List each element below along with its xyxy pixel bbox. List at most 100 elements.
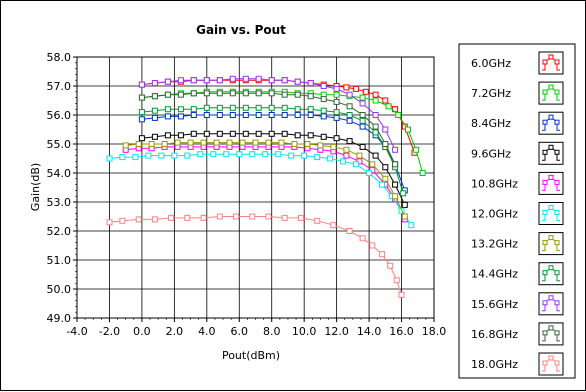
data-point — [216, 90, 223, 97]
y-axis-label: Gain(dB) — [29, 163, 42, 211]
data-point — [138, 109, 145, 116]
x-tick-label: -4.0 — [66, 325, 87, 338]
data-point — [242, 104, 249, 111]
data-point — [200, 214, 207, 221]
data-point — [252, 139, 259, 146]
data-point — [359, 123, 366, 130]
legend-marker — [542, 300, 548, 306]
data-point — [190, 106, 197, 113]
legend-marker — [542, 149, 548, 155]
data-point — [320, 96, 327, 103]
y-axis: 49.0 50.0 51.0 52.0 53.0 54.0 55.0 56.0 57.0 58.0 — [47, 51, 77, 325]
data-point — [265, 139, 272, 146]
legend-item: 9.6GHz — [471, 141, 564, 165]
data-point — [294, 106, 301, 113]
data-point — [106, 155, 113, 162]
x-axis: -4.0 -2.0 0.0 2.0 4.0 6.0 8.0 10.0 12.0 14.0 16.0 1… — [66, 318, 446, 338]
legend-marker — [548, 355, 554, 361]
data-point — [239, 139, 246, 146]
legend-item: 6.0GHz — [471, 51, 564, 75]
y-tick-label: 57.0 — [47, 80, 72, 93]
data-point — [177, 106, 184, 113]
data-point — [372, 123, 379, 130]
data-point — [226, 139, 233, 146]
legend-marker — [548, 235, 554, 241]
data-point — [138, 135, 145, 142]
data-point — [288, 152, 295, 159]
data-point — [164, 113, 171, 120]
data-point — [216, 213, 223, 220]
data-point — [164, 78, 171, 85]
data-point — [138, 116, 145, 123]
legend-item: 15.6GHz — [471, 292, 564, 316]
data-point — [353, 161, 360, 168]
legend-marker — [554, 330, 560, 336]
legend-marker — [542, 270, 548, 276]
data-point — [385, 103, 392, 110]
data-point — [203, 90, 210, 97]
legend-marker — [542, 360, 548, 366]
legend-label: 14.4GHz — [471, 268, 518, 281]
data-point — [401, 201, 408, 208]
legend-marker — [554, 270, 560, 276]
data-point — [356, 152, 363, 159]
data-point — [400, 190, 407, 197]
legend-label: 12.0GHz — [471, 208, 518, 221]
data-point — [382, 97, 389, 104]
data-point — [320, 107, 327, 114]
data-point — [392, 161, 399, 168]
legend-label: 15.6GHz — [471, 298, 518, 311]
data-point — [135, 216, 142, 223]
data-point — [268, 130, 275, 137]
data-point — [177, 132, 184, 139]
data-point — [164, 91, 171, 98]
data-point — [265, 213, 272, 220]
data-point — [184, 152, 191, 159]
data-point — [372, 152, 379, 159]
data-point — [343, 146, 350, 153]
data-point — [333, 98, 340, 105]
x-tick-label: 6.0 — [231, 325, 249, 338]
x-tick-label: -2.0 — [99, 325, 120, 338]
legend-marker — [548, 84, 554, 90]
data-point — [340, 158, 347, 165]
legend-item: 16.8GHz — [471, 322, 564, 346]
data-point — [242, 90, 249, 97]
data-point — [359, 143, 366, 150]
data-point — [151, 93, 158, 100]
legend-marker — [542, 210, 548, 215]
data-point — [190, 112, 197, 118]
data-point — [200, 139, 207, 146]
legend-marker — [542, 59, 548, 65]
data-point — [413, 146, 420, 153]
data-point — [405, 126, 411, 133]
data-point — [216, 112, 223, 118]
legend-marker — [548, 205, 554, 210]
data-point — [184, 214, 191, 221]
data-point — [242, 130, 249, 137]
data-point — [242, 112, 249, 118]
legend-marker — [554, 210, 560, 215]
data-point — [294, 112, 301, 118]
series-9.6GHz — [138, 130, 408, 208]
data-point — [187, 139, 194, 146]
legend-label: 18.0GHz — [471, 358, 518, 371]
data-point — [317, 142, 324, 149]
data-point — [398, 291, 405, 298]
data-point — [281, 91, 288, 98]
data-point — [372, 129, 379, 136]
data-point — [333, 114, 340, 121]
data-point — [171, 152, 178, 159]
legend-marker — [554, 300, 560, 306]
data-point — [216, 130, 223, 137]
series-group — [106, 75, 426, 298]
legend-marker — [542, 119, 548, 125]
data-point — [346, 117, 353, 124]
x-tick-label: 2.0 — [166, 325, 184, 338]
series-18.0GHz — [106, 213, 405, 298]
legend-marker — [554, 59, 560, 65]
data-point — [304, 141, 311, 147]
data-point — [346, 228, 353, 234]
